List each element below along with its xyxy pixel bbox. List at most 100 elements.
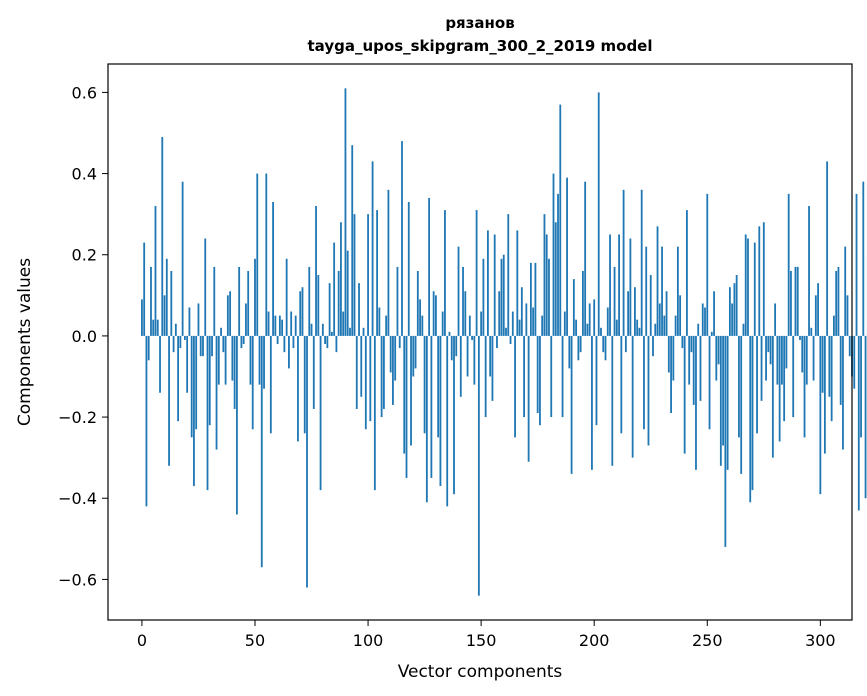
bar <box>288 335 290 369</box>
bar <box>507 214 510 336</box>
bar <box>536 335 539 414</box>
bar <box>265 173 268 336</box>
bars-group <box>141 88 867 596</box>
bar <box>620 335 623 434</box>
bar <box>803 335 806 438</box>
bar <box>414 335 417 369</box>
bar <box>267 311 270 336</box>
bar <box>419 299 421 336</box>
bar <box>152 319 155 336</box>
bar <box>423 335 426 434</box>
bar <box>312 335 315 409</box>
bar <box>842 335 844 450</box>
plot-frame <box>107 63 853 621</box>
bar <box>645 246 648 336</box>
bar <box>767 335 770 353</box>
bar <box>534 262 537 336</box>
bar <box>410 335 412 446</box>
bar <box>855 193 858 336</box>
bar <box>254 258 256 336</box>
bar <box>828 335 831 397</box>
bar <box>715 335 718 381</box>
bar <box>502 254 505 336</box>
bar <box>183 335 186 340</box>
bar <box>568 335 571 369</box>
bar <box>387 189 390 336</box>
bar <box>355 335 358 409</box>
bar <box>826 161 829 336</box>
bar <box>462 266 464 336</box>
bar <box>263 335 265 389</box>
bar <box>588 303 591 336</box>
bar <box>674 315 677 336</box>
bar <box>186 335 189 393</box>
bar <box>787 193 790 336</box>
bar <box>505 327 507 336</box>
bar <box>717 335 720 365</box>
bar <box>591 335 593 470</box>
bar <box>541 315 544 336</box>
bar <box>303 335 306 434</box>
bar <box>753 242 756 336</box>
bar <box>371 161 374 336</box>
bar <box>154 206 157 336</box>
bar <box>396 266 399 336</box>
bar <box>848 335 851 357</box>
y-axis-ticks: −0.6 −0.4 −0.2 0.0 0.2 0.4 0.6 <box>58 83 108 589</box>
x-tick-label: 200 <box>579 631 610 650</box>
bar <box>301 287 304 336</box>
bar <box>548 258 550 336</box>
bar <box>780 335 783 385</box>
bar <box>663 315 666 336</box>
bar <box>833 315 835 336</box>
bar <box>600 327 602 336</box>
bar <box>554 222 557 336</box>
bar <box>604 335 607 361</box>
y-tick-label: −0.6 <box>58 570 97 589</box>
bar <box>278 315 281 336</box>
bar <box>310 323 313 336</box>
bar <box>525 303 528 336</box>
bar <box>245 303 247 336</box>
bar <box>837 266 840 336</box>
bar <box>496 335 498 349</box>
bar <box>170 270 173 336</box>
bar <box>274 315 277 336</box>
bar <box>389 335 392 373</box>
bar <box>163 295 166 336</box>
x-tick-label: 50 <box>245 631 265 650</box>
bar <box>509 335 512 345</box>
bar <box>477 335 480 596</box>
bar <box>373 335 376 491</box>
bar <box>398 335 401 349</box>
bar <box>435 295 437 336</box>
bar <box>405 335 408 478</box>
bar <box>545 234 548 336</box>
x-tick-label: 0 <box>137 631 147 650</box>
bar <box>559 104 562 336</box>
bar <box>769 335 772 365</box>
bar <box>202 335 204 357</box>
bar <box>141 299 143 336</box>
bar <box>627 291 630 336</box>
bar <box>864 335 867 499</box>
bar <box>165 258 168 336</box>
bar <box>606 307 609 336</box>
bar <box>233 335 236 409</box>
bar <box>830 335 833 422</box>
bar <box>412 335 415 377</box>
bar <box>722 335 725 446</box>
bar <box>145 335 148 507</box>
bar <box>812 335 815 381</box>
bar <box>681 335 684 349</box>
bar <box>794 266 797 336</box>
bar <box>609 234 611 336</box>
bar <box>862 181 865 336</box>
bar <box>771 335 774 458</box>
bar <box>514 335 516 438</box>
x-tick-label: 300 <box>805 631 836 650</box>
bar <box>676 246 679 336</box>
bar <box>719 335 722 466</box>
y-tick-label: −0.2 <box>58 408 97 427</box>
bar <box>238 266 241 336</box>
